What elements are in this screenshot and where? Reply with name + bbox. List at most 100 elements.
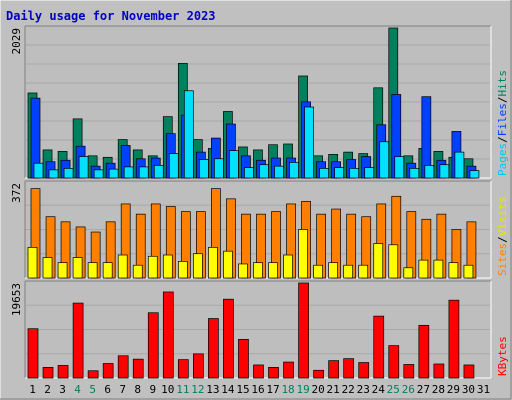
y-axis-label: Sites/Visits — [496, 197, 509, 277]
bar-kbytes-day-4 — [72, 302, 84, 379]
x-tick-label: 12 — [191, 383, 204, 396]
bar-visits-day-13 — [208, 247, 218, 279]
bar-kbytes-day-18 — [283, 361, 294, 379]
bar-pages-day-1 — [33, 162, 44, 179]
bar-visits-day-4 — [72, 257, 83, 279]
y-axis-label-part: KBytes — [496, 336, 509, 376]
bar-kbytes-day-30 — [463, 364, 475, 379]
bar-pages-day-2 — [48, 169, 59, 179]
bar-visits-day-8 — [132, 264, 143, 279]
x-tick-label: 19 — [296, 383, 309, 396]
x-tick-label: 16 — [251, 383, 264, 396]
bar-kbytes-day-29 — [448, 299, 460, 379]
bar-kbytes-day-25 — [388, 345, 400, 379]
chart-panels: 2029Pages/Files/Hits372Sites/Visits19653… — [10, 25, 509, 379]
bar-visits-day-3 — [57, 262, 68, 279]
bar-visits-day-19 — [298, 229, 308, 279]
bar-kbytes-day-19 — [298, 282, 309, 379]
x-tick-label: 21 — [327, 383, 340, 396]
bar-visits-day-23 — [358, 264, 369, 279]
bar-kbytes-day-11 — [177, 359, 189, 379]
y-axis-label-part: / — [496, 136, 509, 143]
bar-kbytes-day-15 — [238, 338, 249, 379]
bar-pages-day-11 — [183, 90, 194, 179]
x-tick-label: 24 — [372, 383, 386, 396]
bar-pages-day-15 — [244, 167, 254, 179]
y-tick-label: 19653 — [10, 283, 23, 316]
bar-visits-day-20 — [313, 264, 323, 279]
bar-visits-day-28 — [433, 259, 444, 279]
bar-visits-day-14 — [223, 250, 233, 279]
bar-kbytes-day-1 — [27, 328, 39, 379]
x-tick-label: 6 — [104, 383, 111, 396]
bar-pages-day-28 — [439, 164, 450, 179]
bar-kbytes-day-12 — [193, 353, 204, 379]
y-axis-label-part: / — [496, 97, 509, 104]
bar-kbytes-day-22 — [343, 358, 355, 379]
bar-pages-day-17 — [274, 165, 284, 179]
y-axis-label-part: Visits — [496, 197, 509, 237]
x-tick-label: 17 — [266, 383, 279, 396]
x-tick-label: 27 — [417, 383, 430, 396]
bar-kbytes-day-2 — [42, 367, 54, 379]
bar-pages-day-19 — [304, 106, 314, 179]
x-tick-label: 15 — [236, 383, 249, 396]
bar-visits-day-12 — [193, 253, 203, 279]
x-tick-label: 7 — [119, 383, 126, 396]
bar-kbytes-day-17 — [268, 367, 279, 379]
bar-visits-day-24 — [373, 243, 384, 279]
x-axis-labels: 1 2 3 4 5 6 7 8 9 10 11 12 13 14 15 16 17 18 19 20 21 22 23 24 2… — [29, 383, 490, 396]
bar-kbytes-day-26 — [403, 364, 415, 379]
x-tick-label: 20 — [312, 383, 325, 396]
bar-kbytes-day-3 — [57, 365, 69, 379]
bar-visits-day-10 — [162, 254, 173, 279]
bar-pages-day-30 — [469, 170, 480, 179]
y-axis-label-part: / — [496, 236, 509, 243]
bar-kbytes-day-7 — [117, 355, 129, 379]
x-tick-label: 13 — [206, 383, 219, 396]
bar-visits-day-27 — [418, 259, 429, 279]
x-tick-label: 22 — [342, 383, 355, 396]
x-tick-label: 31 — [477, 383, 490, 396]
x-tick-label: 3 — [59, 383, 66, 396]
bar-visits-day-16 — [253, 262, 263, 279]
bar-kbytes-day-16 — [253, 364, 264, 379]
bar-kbytes-day-8 — [132, 358, 144, 379]
bar-pages-day-6 — [108, 168, 119, 179]
y-tick-label: 2029 — [10, 28, 23, 55]
y-axis-label-part: Sites — [496, 243, 509, 276]
bar-pages-day-13 — [214, 158, 224, 179]
x-tick-label: 28 — [432, 383, 445, 396]
bar-pages-day-29 — [454, 151, 465, 179]
bar-kbytes-day-28 — [433, 363, 445, 379]
bar-pages-day-26 — [409, 168, 420, 179]
bar-kbytes-day-13 — [208, 318, 219, 379]
bar-pages-day-20 — [319, 168, 329, 179]
y-axis-label: KBytes — [496, 336, 509, 376]
bar-pages-day-18 — [289, 162, 299, 179]
x-tick-label: 2 — [44, 383, 51, 396]
x-tick-label: 11 — [176, 383, 189, 396]
bar-visits-day-30 — [463, 264, 474, 279]
bar-visits-day-29 — [448, 262, 459, 279]
bar-kbytes-day-5 — [87, 370, 99, 379]
x-tick-label: 10 — [161, 383, 174, 396]
y-axis-label-part: Pages — [496, 143, 509, 176]
bar-kbytes-day-9 — [147, 312, 159, 379]
bar-kbytes-day-24 — [373, 315, 385, 379]
chart-title: Daily usage for November 2023 — [6, 9, 216, 23]
bar-visits-day-11 — [177, 261, 188, 279]
bar-visits-day-22 — [343, 264, 354, 279]
bar-kbytes-day-20 — [313, 369, 324, 379]
bar-visits-day-1 — [27, 247, 38, 279]
bar-pages-day-22 — [349, 168, 360, 179]
x-tick-label: 25 — [387, 383, 400, 396]
bar-pages-day-5 — [93, 169, 104, 179]
bar-kbytes-day-14 — [223, 298, 234, 379]
x-tick-label: 8 — [134, 383, 141, 396]
bar-pages-day-16 — [259, 164, 269, 179]
x-tick-label: 1 — [29, 383, 36, 396]
bar-visits-day-25 — [388, 244, 399, 279]
